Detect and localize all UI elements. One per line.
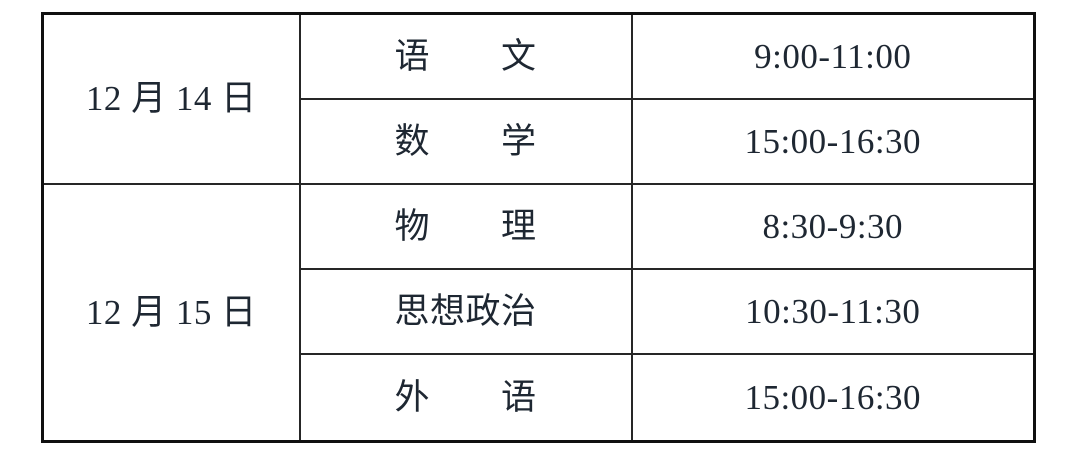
time-cell-politics: 10:30-11:30 xyxy=(630,267,1036,355)
date-cell-dec-14: 12 月 14 日 xyxy=(41,12,301,185)
time-cell-foreign-language: 15:00-16:30 xyxy=(630,352,1036,443)
time-cell-chinese: 9:00-11:00 xyxy=(630,12,1036,100)
date-cell-dec-15: 12 月 15 日 xyxy=(41,182,301,443)
table-row: 12 月 15 日 物 理 8:30-9:30 xyxy=(41,182,1036,443)
subject-cell-chinese: 语 文 xyxy=(298,12,633,100)
time-cell-math: 15:00-16:30 xyxy=(630,97,1036,185)
subject-cell-physics: 物 理 xyxy=(298,182,633,270)
table-row: 12 月 14 日 语 文 9:00-11:00 xyxy=(41,12,1036,185)
exam-schedule-table: 12 月 14 日 语 文 9:00-11:00 数 学 15:00-16:30… xyxy=(41,12,1036,443)
table-row: 思想政治 10:30-11:30 xyxy=(43,267,1036,355)
time-cell-physics: 8:30-9:30 xyxy=(630,182,1036,270)
table-row: 数 学 15:00-16:30 xyxy=(43,97,1036,185)
subject-cell-foreign-language: 外 语 xyxy=(298,352,633,443)
subject-cell-math: 数 学 xyxy=(298,97,633,185)
subject-cell-politics: 思想政治 xyxy=(298,267,633,355)
table-row: 外 语 15:00-16:30 xyxy=(43,352,1036,443)
